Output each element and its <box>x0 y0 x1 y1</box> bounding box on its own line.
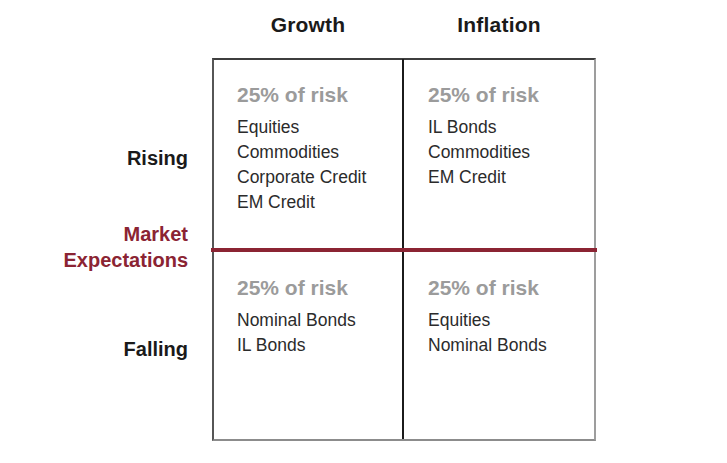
asset-item: IL Bonds <box>428 115 593 140</box>
asset-item: Nominal Bonds <box>237 308 402 333</box>
asset-item: Commodities <box>428 140 593 165</box>
risk-share-label: 25% of risk <box>237 83 402 107</box>
risk-matrix-figure: Growth Inflation Rising Market Expectati… <box>0 0 727 463</box>
risk-share-label: 25% of risk <box>428 83 593 107</box>
asset-item: Equities <box>237 115 402 140</box>
quadrant-rising-growth: 25% of risk Equities Commodities Corpora… <box>237 83 402 215</box>
quadrant-rising-inflation: 25% of risk IL Bonds Commodities EM Cred… <box>428 83 593 190</box>
axis-label-market-expectations: Market Expectations <box>30 221 188 273</box>
row-label-falling: Falling <box>30 336 188 362</box>
quadrant-falling-growth: 25% of risk Nominal Bonds IL Bonds <box>237 276 402 358</box>
risk-share-label: 25% of risk <box>428 276 593 300</box>
asset-item: EM Credit <box>428 165 593 190</box>
asset-item: Nominal Bonds <box>428 333 593 358</box>
asset-item: IL Bonds <box>237 333 402 358</box>
row-label-rising: Rising <box>30 145 188 171</box>
asset-item: Equities <box>428 308 593 333</box>
asset-item: Commodities <box>237 140 402 165</box>
risk-share-label: 25% of risk <box>237 276 402 300</box>
asset-item: EM Credit <box>237 190 402 215</box>
column-header-inflation: Inflation <box>403 13 595 37</box>
quadrant-falling-inflation: 25% of risk Equities Nominal Bonds <box>428 276 593 358</box>
column-header-growth: Growth <box>213 13 403 37</box>
asset-item: Corporate Credit <box>237 165 402 190</box>
market-expectations-axis-line <box>211 248 597 252</box>
